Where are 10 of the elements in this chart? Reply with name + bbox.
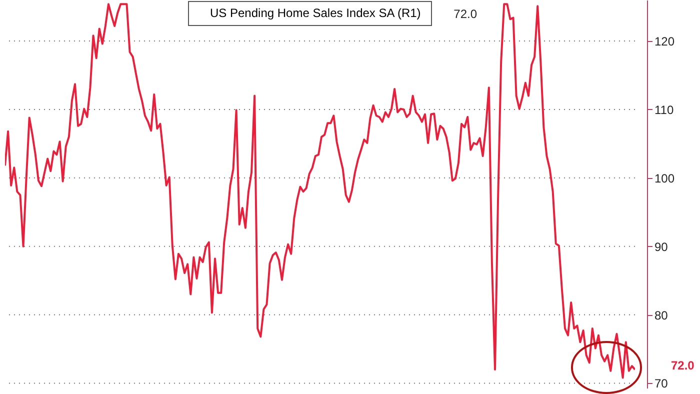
- text: 72.0: [671, 358, 695, 372]
- y-tick-label: 70: [654, 376, 668, 391]
- y-tick-label: 110: [654, 102, 674, 117]
- text: US Pending Home Sales Index SA (R1): [210, 6, 421, 20]
- y-tick-label: 90: [654, 240, 668, 254]
- y-tick-label: 100: [654, 171, 675, 186]
- y-tick-label: 120: [654, 34, 675, 49]
- annotation: 72.0: [454, 7, 478, 21]
- y-tick-label: 80: [654, 308, 668, 322]
- line-series: [5, 3, 635, 379]
